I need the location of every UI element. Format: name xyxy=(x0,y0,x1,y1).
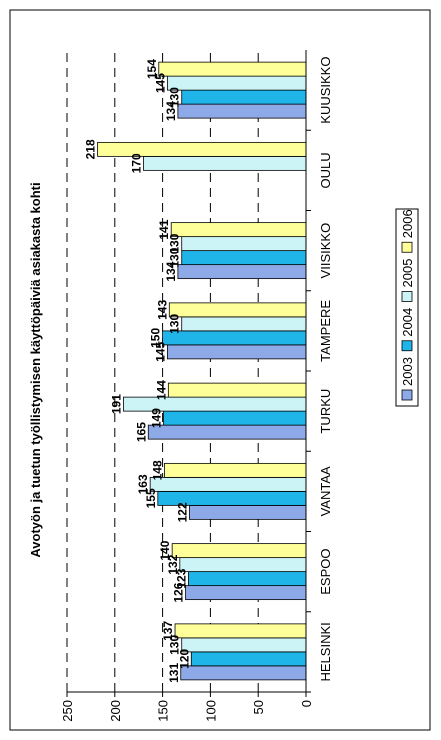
x-tick-label: ESPOO xyxy=(318,549,333,595)
data-label: 170 xyxy=(129,153,143,173)
data-label: 134 xyxy=(164,261,178,281)
bar xyxy=(158,61,307,77)
bar xyxy=(181,236,307,252)
bar xyxy=(170,222,307,238)
chart-frame xyxy=(9,9,431,731)
data-label: 130 xyxy=(168,314,182,334)
bar xyxy=(190,651,307,667)
x-tick-label: KUUSIKKO xyxy=(318,57,333,124)
data-label: 130 xyxy=(168,233,182,253)
bar xyxy=(181,250,307,266)
legend-label: 2004 xyxy=(400,308,415,337)
bar xyxy=(188,504,307,520)
data-label: 132 xyxy=(166,554,180,574)
legend-swatch xyxy=(401,241,413,253)
bar xyxy=(181,637,307,653)
data-label: 143 xyxy=(155,300,169,320)
x-tick-label: TAMPERE xyxy=(318,300,333,362)
bar xyxy=(174,623,307,639)
bar xyxy=(171,543,307,559)
data-label: 163 xyxy=(136,474,150,494)
bar xyxy=(166,344,307,360)
x-tick-label: HELSINKI xyxy=(318,622,333,681)
data-label: 130 xyxy=(168,247,182,267)
x-tick-label: TURKU xyxy=(318,389,333,434)
data-label: 140 xyxy=(158,540,172,560)
data-label: 218 xyxy=(84,139,98,159)
bar xyxy=(179,557,307,573)
bar xyxy=(164,462,307,478)
y-tick-label: 250 xyxy=(60,700,75,722)
bar xyxy=(143,155,307,171)
legend-swatch xyxy=(401,340,413,352)
data-label: 150 xyxy=(149,328,163,348)
data-label: 145 xyxy=(153,342,167,362)
data-label: 145 xyxy=(153,73,167,93)
legend-label: 2006 xyxy=(400,209,415,238)
data-label: 165 xyxy=(134,422,148,442)
axes xyxy=(66,50,311,697)
data-label: 131 xyxy=(167,663,181,683)
legend-swatch xyxy=(401,291,413,302)
y-tick-label: 200 xyxy=(108,700,123,722)
y-tick-label: 50 xyxy=(251,700,266,714)
x-tick-label: VANTAA xyxy=(318,466,333,516)
data-label: 134 xyxy=(164,101,178,121)
data-label: 122 xyxy=(175,502,189,522)
y-tick-label: 0 xyxy=(299,700,314,707)
bar xyxy=(147,424,307,440)
legend-label: 2003 xyxy=(400,357,415,386)
bar xyxy=(167,382,307,398)
data-label: 154 xyxy=(145,59,159,79)
data-label: 120 xyxy=(177,649,191,669)
y-tick-label: 100 xyxy=(203,700,218,722)
x-tick-label: OULU xyxy=(318,152,333,188)
data-label: 126 xyxy=(172,582,186,602)
legend: 2003 2004 2005 2006 xyxy=(395,208,419,407)
bar xyxy=(149,476,307,492)
bar xyxy=(185,585,307,601)
data-label: 148 xyxy=(151,460,165,480)
data-label: 191 xyxy=(109,394,123,414)
bar xyxy=(163,410,307,426)
bar xyxy=(177,264,307,280)
bar xyxy=(181,316,307,332)
bar xyxy=(181,89,307,105)
bar xyxy=(166,75,307,91)
legend-box xyxy=(395,208,419,407)
data-label: 130 xyxy=(168,635,182,655)
legend-label: 2005 xyxy=(400,259,415,288)
data-label: 141 xyxy=(157,219,171,239)
bar xyxy=(177,103,307,119)
data-label: 149 xyxy=(150,408,164,428)
y-tick-label: 150 xyxy=(156,700,171,722)
legend-swatch xyxy=(401,389,413,401)
data-label: 137 xyxy=(161,621,175,641)
chart-title: Avotyön ja tuetun työllistymisen käyttöp… xyxy=(28,182,43,557)
bar xyxy=(180,665,307,681)
bars xyxy=(97,61,307,681)
data-label: 130 xyxy=(168,87,182,107)
bar xyxy=(168,302,307,318)
data-label: 123 xyxy=(174,568,188,588)
bar xyxy=(162,330,307,346)
bar xyxy=(188,571,307,587)
data-label: 155 xyxy=(144,488,158,508)
data-label: 144 xyxy=(154,380,168,400)
x-tick-label: VIISIKKO xyxy=(318,223,333,279)
